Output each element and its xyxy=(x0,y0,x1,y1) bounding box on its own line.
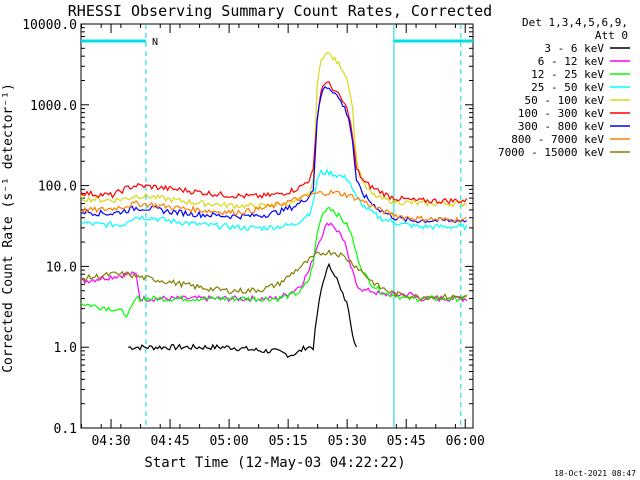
x-tick-label: 04:30 xyxy=(91,434,130,449)
y-tick-label: 100.0 xyxy=(38,180,77,195)
legend-label: 3 - 6 keV xyxy=(544,42,604,55)
y-axis-label: Corrected Count Rate (s⁻¹ detector⁻¹) xyxy=(1,83,16,373)
x-tick-label: 04:45 xyxy=(150,434,189,449)
y-tick-label: 10000.0 xyxy=(22,18,77,33)
attenuator-marker: N xyxy=(152,37,158,48)
x-tick-label: 05:00 xyxy=(210,434,249,449)
series-line xyxy=(80,85,468,224)
legend-label: 50 - 100 keV xyxy=(525,94,605,107)
y-tick-label: 1.0 xyxy=(54,341,77,356)
y-tick-label: 10.0 xyxy=(46,260,77,275)
footer-date: 18-Oct-2021 08:47 xyxy=(554,469,636,478)
legend-label: 100 - 300 keV xyxy=(518,107,604,120)
plot-frame xyxy=(80,23,474,429)
series-line xyxy=(80,206,468,319)
series-line xyxy=(80,52,468,210)
legend-header: Det 1,3,4,5,6,9, xyxy=(522,16,628,29)
legend-header: Att 0 xyxy=(595,29,628,42)
x-tick-label: 06:00 xyxy=(446,434,485,449)
legend-label: 6 - 12 keV xyxy=(538,55,605,68)
series-line xyxy=(80,222,468,303)
y-tick-label: 0.1 xyxy=(54,422,77,437)
legend-label: 25 - 50 keV xyxy=(531,81,604,94)
series-line xyxy=(80,81,468,205)
series-line xyxy=(80,249,468,301)
plot-area: 0.1 1.0 10.0 100.0 1000.0 10000.0 04:30 04:45 05… xyxy=(22,18,485,449)
legend-label: 7000 - 15000 keV xyxy=(498,146,604,159)
chart-title: RHESSI Observing Summary Count Rates, Co… xyxy=(68,2,492,20)
x-axis-label: Start Time (12-May-03 04:22:22) xyxy=(144,455,405,471)
legend-label: 300 - 800 keV xyxy=(518,120,604,133)
legend-label: 12 - 25 keV xyxy=(531,68,604,81)
series-line xyxy=(80,168,468,232)
x-tick-label: 05:15 xyxy=(269,434,308,449)
legend-label: 800 - 7000 keV xyxy=(511,133,604,146)
x-tick-label: 05:45 xyxy=(387,434,426,449)
x-tick-label: 05:30 xyxy=(328,434,367,449)
series-line xyxy=(80,189,467,224)
y-tick-label: 1000.0 xyxy=(30,99,77,114)
series-line xyxy=(128,262,358,359)
